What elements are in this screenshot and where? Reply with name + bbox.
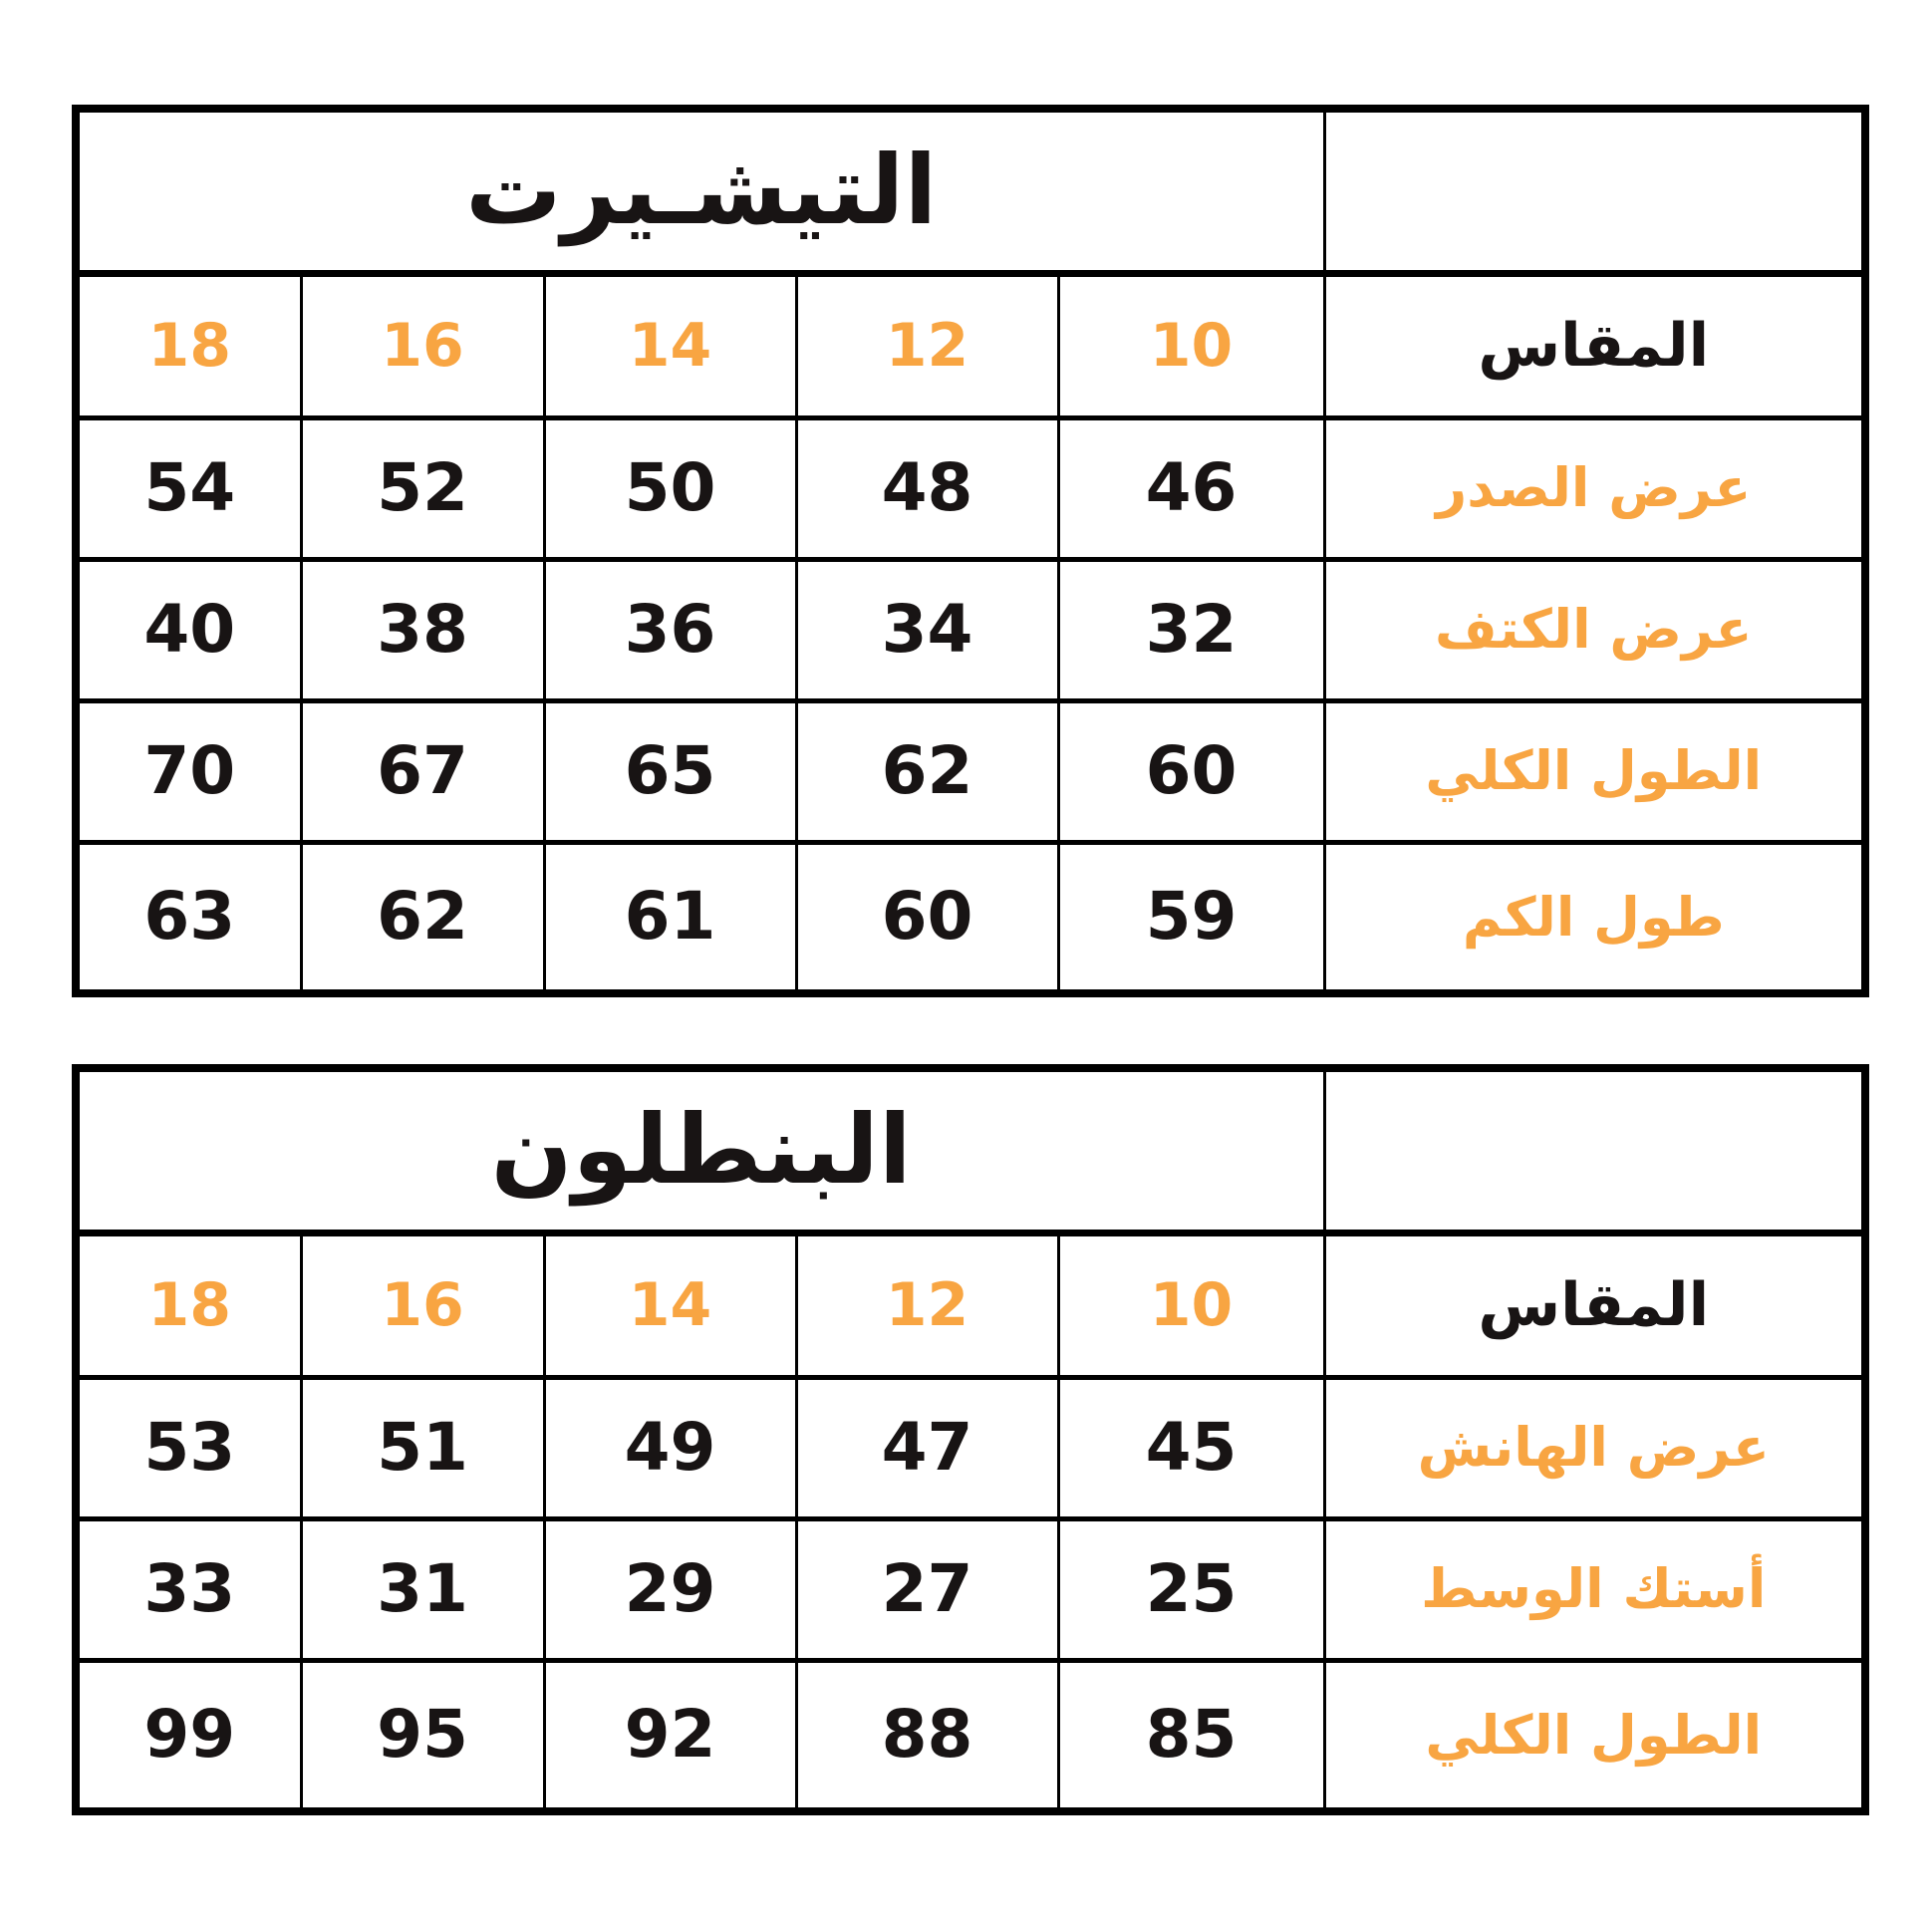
value-cell: 48 bbox=[794, 414, 1060, 561]
value-cell: 61 bbox=[542, 839, 798, 995]
value-cell: 36 bbox=[542, 556, 798, 702]
value-cell: 50 bbox=[542, 414, 798, 561]
value-cell: 31 bbox=[299, 1515, 546, 1662]
value-cell: 33 bbox=[74, 1515, 303, 1662]
value-cell: 92 bbox=[542, 1657, 798, 1813]
value-cell: 62 bbox=[299, 839, 546, 995]
value-cell: 34 bbox=[794, 556, 1060, 702]
value-cell: 70 bbox=[74, 697, 303, 844]
measurement-row-label: الطول الكلي bbox=[1322, 697, 1867, 844]
value-cell: 38 bbox=[299, 556, 546, 702]
size-column-header: 14 bbox=[542, 1231, 798, 1379]
measurement-row-label: طول الكم bbox=[1322, 839, 1867, 995]
size-header-label: المقاس bbox=[1322, 1231, 1867, 1379]
value-cell: 49 bbox=[542, 1374, 798, 1520]
value-cell: 53 bbox=[74, 1374, 303, 1520]
value-cell: 99 bbox=[74, 1657, 303, 1813]
value-cell: 60 bbox=[1056, 697, 1326, 844]
pants-total-length-row: الطول الكلي 85 88 92 95 99 bbox=[74, 1657, 1867, 1813]
size-column-header: 18 bbox=[74, 1231, 303, 1379]
tshirt-title-row: التيشـيرت bbox=[74, 107, 1867, 277]
tshirt-title-empty-cell bbox=[1322, 107, 1867, 277]
total-length-row: الطول الكلي 60 62 65 67 70 bbox=[74, 697, 1867, 844]
value-cell: 51 bbox=[299, 1374, 546, 1520]
sleeve-length-row: طول الكم 59 60 61 62 63 bbox=[74, 839, 1867, 995]
value-cell: 63 bbox=[74, 839, 303, 995]
shoulder-width-row: عرض الكتف 32 34 36 38 40 bbox=[74, 556, 1867, 702]
measurement-row-label: عرض الصدر bbox=[1322, 414, 1867, 561]
size-column-header: 16 bbox=[299, 1231, 546, 1379]
pants-title-empty-cell bbox=[1322, 1066, 1867, 1236]
value-cell: 95 bbox=[299, 1657, 546, 1813]
tshirt-sizes-row: المقاس 10 12 14 16 18 bbox=[74, 271, 1867, 419]
value-cell: 25 bbox=[1056, 1515, 1326, 1662]
tshirt-size-table: التيشـيرت المقاس 10 12 14 16 18 عرض الصد… bbox=[72, 105, 1870, 997]
value-cell: 88 bbox=[794, 1657, 1060, 1813]
size-column-header: 12 bbox=[794, 1231, 1060, 1379]
waist-elastic-row: أستك الوسط 25 27 29 31 33 bbox=[74, 1515, 1867, 1662]
measurement-row-label: الطول الكلي bbox=[1322, 1657, 1867, 1813]
size-column-header: 10 bbox=[1056, 271, 1326, 419]
value-cell: 65 bbox=[542, 697, 798, 844]
value-cell: 54 bbox=[74, 414, 303, 561]
measurement-row-label: عرض الكتف bbox=[1322, 556, 1867, 702]
value-cell: 40 bbox=[74, 556, 303, 702]
size-header-label: المقاس bbox=[1322, 271, 1867, 419]
value-cell: 32 bbox=[1056, 556, 1326, 702]
pants-size-table: البنطلون المقاس 10 12 14 16 18 عرض الهان… bbox=[72, 1064, 1869, 1815]
tshirt-table-title: التيشـيرت bbox=[74, 107, 1326, 277]
size-column-header: 12 bbox=[794, 271, 1060, 419]
hip-width-row: عرض الهانش 45 47 49 51 53 bbox=[74, 1374, 1867, 1520]
value-cell: 27 bbox=[794, 1515, 1060, 1662]
value-cell: 52 bbox=[299, 414, 546, 561]
size-column-header: 16 bbox=[299, 271, 546, 419]
value-cell: 59 bbox=[1056, 839, 1326, 995]
value-cell: 60 bbox=[794, 839, 1060, 995]
value-cell: 46 bbox=[1056, 414, 1326, 561]
measurement-row-label: أستك الوسط bbox=[1322, 1515, 1867, 1662]
value-cell: 67 bbox=[299, 697, 546, 844]
value-cell: 85 bbox=[1056, 1657, 1326, 1813]
size-column-header: 14 bbox=[542, 271, 798, 419]
measurement-row-label: عرض الهانش bbox=[1322, 1374, 1867, 1520]
pants-sizes-row: المقاس 10 12 14 16 18 bbox=[74, 1231, 1867, 1379]
size-column-header: 18 bbox=[74, 271, 303, 419]
pants-table-title: البنطلون bbox=[74, 1066, 1326, 1236]
chest-width-row: عرض الصدر 46 48 50 52 54 bbox=[74, 414, 1867, 561]
pants-title-row: البنطلون bbox=[74, 1066, 1867, 1236]
value-cell: 62 bbox=[794, 697, 1060, 844]
value-cell: 47 bbox=[794, 1374, 1060, 1520]
size-column-header: 10 bbox=[1056, 1231, 1326, 1379]
value-cell: 45 bbox=[1056, 1374, 1326, 1520]
value-cell: 29 bbox=[542, 1515, 798, 1662]
